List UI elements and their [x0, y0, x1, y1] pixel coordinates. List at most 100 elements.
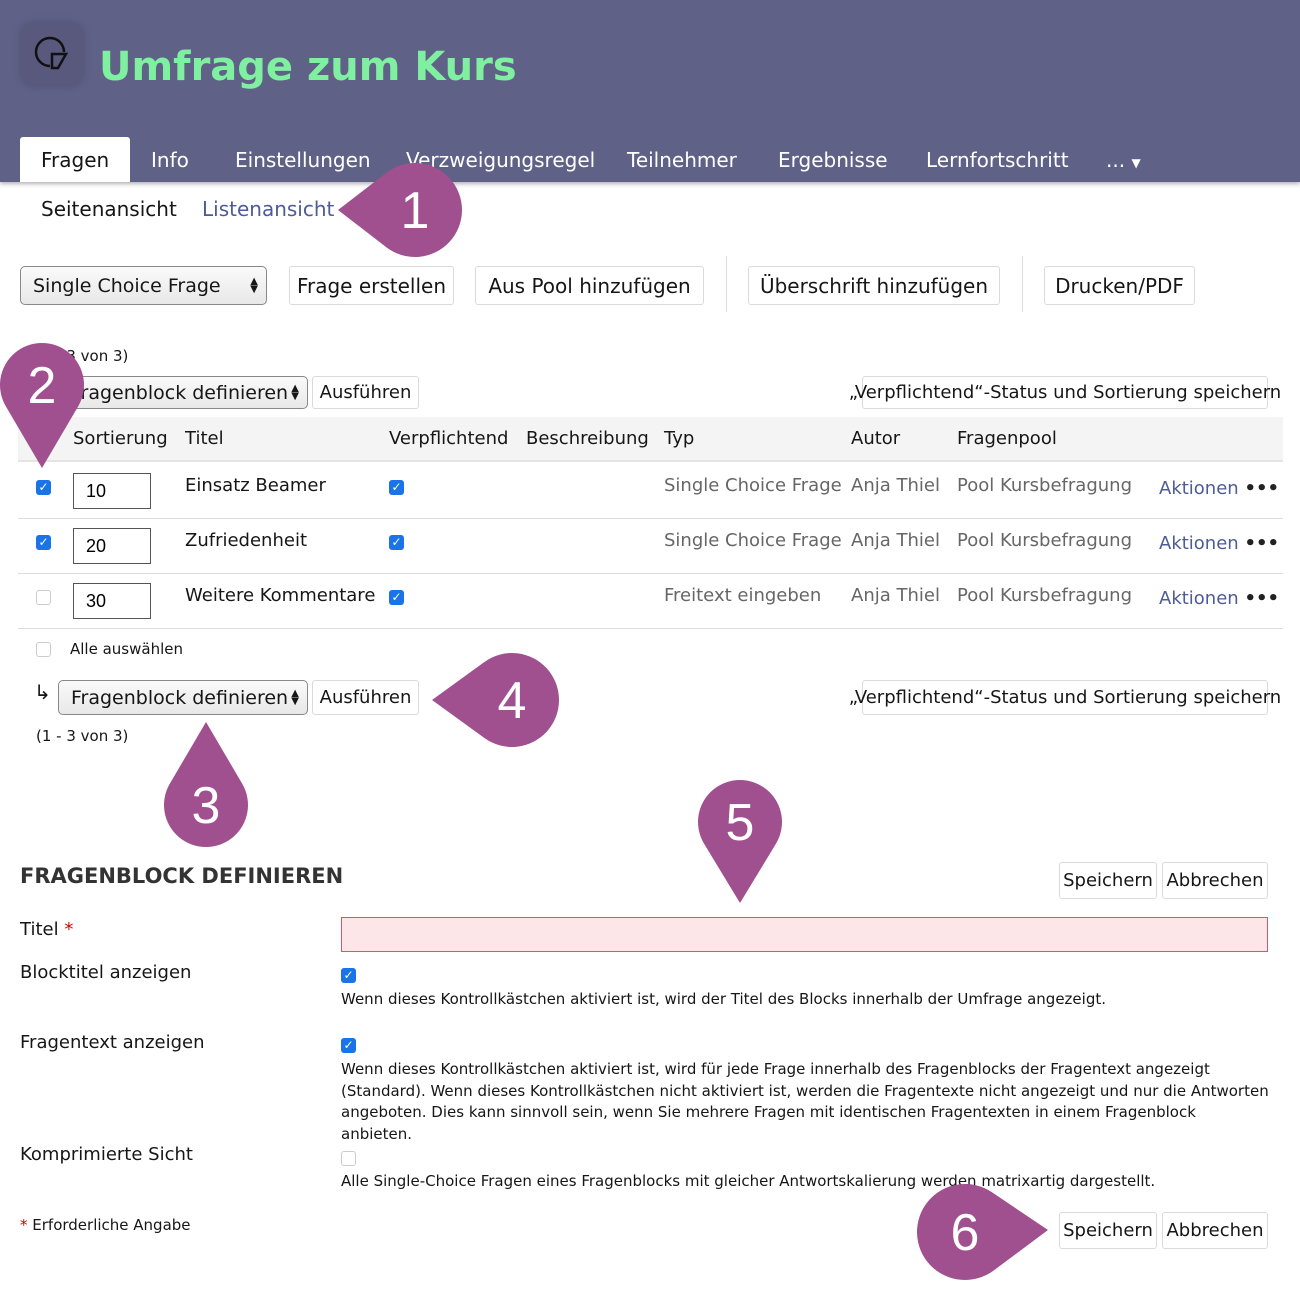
callout-number: 1 [401, 182, 430, 240]
show-question-text-help: Wenn dieses Kontrollkästchen aktiviert i… [341, 1060, 1269, 1143]
column-header-sortierung[interactable]: Sortierung [73, 428, 168, 449]
callout-shape [698, 780, 782, 903]
subtab-listenansicht[interactable]: Listenansicht [202, 197, 335, 221]
column-header-fragenpool[interactable]: Fragenpool [957, 428, 1057, 449]
save-status-button-bottom[interactable]: „Verpflichtend“-Status und Sortierung sp… [849, 680, 1281, 715]
question-type: Single Choice Frage [664, 530, 842, 551]
tab-verzweigungsregel[interactable]: Verzweigungsregel [406, 148, 596, 172]
callout-number: 6 [951, 1204, 980, 1262]
column-header-titel[interactable]: Titel [185, 428, 224, 449]
select-all-checkbox[interactable] [36, 642, 51, 657]
save-button-top[interactable]: Speichern [1059, 862, 1157, 899]
select-arrows-icon: ▲ ▼ [291, 382, 299, 402]
title-input[interactable] [341, 917, 1268, 952]
sort-input[interactable] [73, 583, 151, 619]
select-all-label: Alle auswählen [70, 640, 183, 658]
callout-number: 3 [192, 777, 221, 835]
print-pdf-button[interactable]: Drucken/PDF [1044, 266, 1195, 305]
question-pool: Pool Kursbefragung [957, 475, 1132, 496]
result-count-top: (1 - 3 von 3) [36, 347, 129, 365]
actions-menu[interactable]: Aktionen ••• [1159, 588, 1279, 609]
compressed-view-help: Alle Single-Choice Fragen eines Fragenbl… [341, 1172, 1156, 1190]
question-type: Single Choice Frage [664, 475, 842, 496]
select-arrows-icon: ▲ ▼ [250, 275, 258, 295]
compressed-view-label: Komprimierte Sicht [20, 1144, 193, 1165]
question-title: Einsatz Beamer [185, 475, 326, 496]
tab-fragen[interactable]: Fragen [20, 137, 131, 182]
show-block-title-checkbox[interactable]: ✓ [341, 968, 356, 983]
tab-ergebnisse[interactable]: Ergebnisse [778, 148, 888, 172]
table-header [18, 417, 1283, 462]
tab-einstellungen[interactable]: Einstellungen [235, 148, 371, 172]
question-title: Weitere Kommentare [185, 585, 376, 606]
callout-number: 4 [498, 672, 527, 730]
arrow-icon: ↳ [34, 680, 51, 704]
subtab-seitenansicht[interactable]: Seitenansicht [41, 197, 177, 221]
more-dots-icon: ••• [1244, 588, 1279, 609]
execute-button-bottom[interactable]: Ausführen [312, 680, 419, 715]
question-author: Anja Thiel [851, 530, 940, 551]
tab-info[interactable]: Info [151, 148, 189, 172]
tab-more[interactable]: ... ▼ [1106, 137, 1141, 182]
callout-marker-6: 6 [917, 1184, 1048, 1281]
show-question-text-label: Fragentext anzeigen [20, 1032, 205, 1053]
question-pool: Pool Kursbefragung [957, 530, 1132, 551]
required-note: * Erforderliche Angabe [20, 1216, 191, 1234]
add-heading-button[interactable]: Überschrift hinzufügen [748, 266, 1000, 305]
row-select-checkbox[interactable]: ✓ [36, 535, 51, 550]
action-select-bottom[interactable]: Fragenblock definieren ▲ ▼ [58, 680, 308, 715]
row-select-checkbox[interactable]: ✓ [36, 480, 51, 495]
callout-marker-4: 4 [432, 652, 560, 747]
row-divider [18, 518, 1283, 519]
actions-menu[interactable]: Aktionen ••• [1159, 478, 1279, 499]
title-label-text: Titel [20, 919, 59, 940]
question-pool: Pool Kursbefragung [957, 585, 1132, 606]
question-type-select[interactable]: Single Choice Frage ▲ ▼ [20, 266, 267, 305]
execute-button-top[interactable]: Ausführen [312, 376, 419, 409]
save-button-bottom[interactable]: Speichern [1059, 1212, 1157, 1249]
column-header-verpflichtend[interactable]: Verpflichtend [389, 428, 509, 449]
cancel-button-bottom[interactable]: Abbrechen [1162, 1212, 1268, 1249]
mandatory-checkbox[interactable]: ✓ [389, 480, 404, 495]
tab-teilnehmer[interactable]: Teilnehmer [627, 148, 737, 172]
question-author: Anja Thiel [851, 585, 940, 606]
show-block-title-label: Blocktitel anzeigen [20, 962, 192, 983]
more-dots-icon: ••• [1244, 478, 1279, 499]
question-title: Zufriedenheit [185, 530, 308, 551]
row-select-checkbox[interactable] [36, 590, 51, 605]
divider [1022, 256, 1023, 312]
caret-down-icon: ▼ [1131, 156, 1141, 170]
sort-input[interactable] [73, 528, 151, 564]
create-question-button[interactable]: Frage erstellen [289, 266, 454, 305]
question-author: Anja Thiel [851, 475, 940, 496]
column-header-autor[interactable]: Autor [851, 428, 901, 449]
add-from-pool-button[interactable]: Aus Pool hinzufügen [475, 266, 704, 305]
required-mark: * [64, 919, 74, 940]
compressed-view-checkbox[interactable] [341, 1151, 356, 1166]
actions-label: Aktionen [1159, 533, 1239, 554]
row-divider [18, 573, 1283, 574]
show-question-text-checkbox[interactable]: ✓ [341, 1038, 356, 1053]
title-label: Titel * [20, 919, 73, 940]
form-heading: FRAGENBLOCK DEFINIEREN [20, 864, 344, 888]
callout-shape [917, 1184, 1048, 1281]
cancel-button-top[interactable]: Abbrechen [1162, 862, 1268, 899]
tab-lernfortschritt[interactable]: Lernfortschritt [926, 148, 1069, 172]
actions-menu[interactable]: Aktionen ••• [1159, 533, 1279, 554]
column-header-beschreibung[interactable]: Beschreibung [526, 428, 649, 449]
action-select-top[interactable]: Fragenblock definieren ▲ ▼ [58, 376, 308, 409]
mandatory-checkbox[interactable]: ✓ [389, 535, 404, 550]
column-header-typ[interactable]: Typ [664, 428, 695, 449]
show-block-title-help: Wenn dieses Kontrollkästchen aktiviert i… [341, 990, 1106, 1008]
mandatory-checkbox[interactable]: ✓ [389, 590, 404, 605]
survey-logo-icon [20, 22, 84, 86]
callout-shape [164, 722, 248, 847]
save-status-button-top[interactable]: „Verpflichtend“-Status und Sortierung sp… [849, 376, 1281, 409]
divider [726, 256, 727, 312]
more-label: ... [1106, 148, 1126, 172]
actions-label: Aktionen [1159, 588, 1239, 609]
sort-input[interactable] [73, 473, 151, 509]
row-divider [18, 628, 1283, 629]
question-type: Freitext eingeben [664, 585, 822, 606]
required-mark: * [20, 1216, 28, 1234]
